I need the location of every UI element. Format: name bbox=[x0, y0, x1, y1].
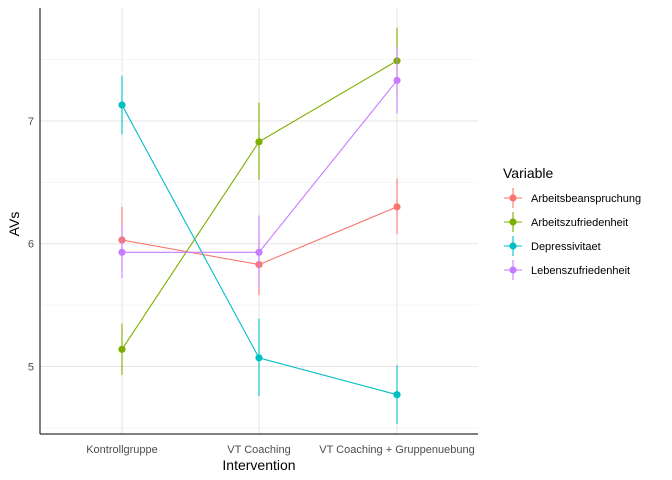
x-tick-label: Kontrollgruppe bbox=[86, 444, 158, 456]
legend-key-point bbox=[509, 218, 517, 226]
legend-key-point bbox=[509, 266, 517, 274]
data-point bbox=[393, 391, 401, 399]
legend-label: Arbeitsbeanspruchung bbox=[531, 193, 641, 205]
y-tick-label: 6 bbox=[28, 239, 34, 251]
legend-key-point bbox=[509, 242, 517, 250]
y-tick-label: 5 bbox=[28, 361, 34, 373]
legend-label: Depressivitaet bbox=[531, 241, 601, 253]
legend-title: Variable bbox=[503, 165, 554, 181]
legend-key-point bbox=[509, 194, 517, 202]
data-point bbox=[393, 76, 401, 85]
y-axis-title: AVs bbox=[6, 212, 22, 237]
legend: Variable Arbeitsbeanspruchung Arbeitszufr… bbox=[503, 165, 641, 280]
data-point bbox=[393, 203, 401, 211]
data-point bbox=[255, 138, 263, 146]
plot-panel: 5 6 7 Kontrollgruppe VT Coaching VT Coaching … bbox=[28, 8, 478, 456]
x-axis-title: Intervention bbox=[222, 457, 295, 473]
x-tick-label: VT Coaching + Gruppenuebung bbox=[319, 444, 474, 456]
y-tick-label: 7 bbox=[28, 116, 34, 128]
x-tick-label: VT Coaching bbox=[227, 444, 290, 456]
data-point bbox=[118, 101, 126, 109]
data-point bbox=[118, 248, 126, 256]
data-point bbox=[118, 345, 126, 353]
legend-label: Arbeitszufriedenheit bbox=[531, 217, 628, 229]
data-point bbox=[255, 248, 263, 256]
legend-label: Lebenszufriedenheit bbox=[531, 265, 630, 277]
data-point bbox=[255, 354, 263, 362]
